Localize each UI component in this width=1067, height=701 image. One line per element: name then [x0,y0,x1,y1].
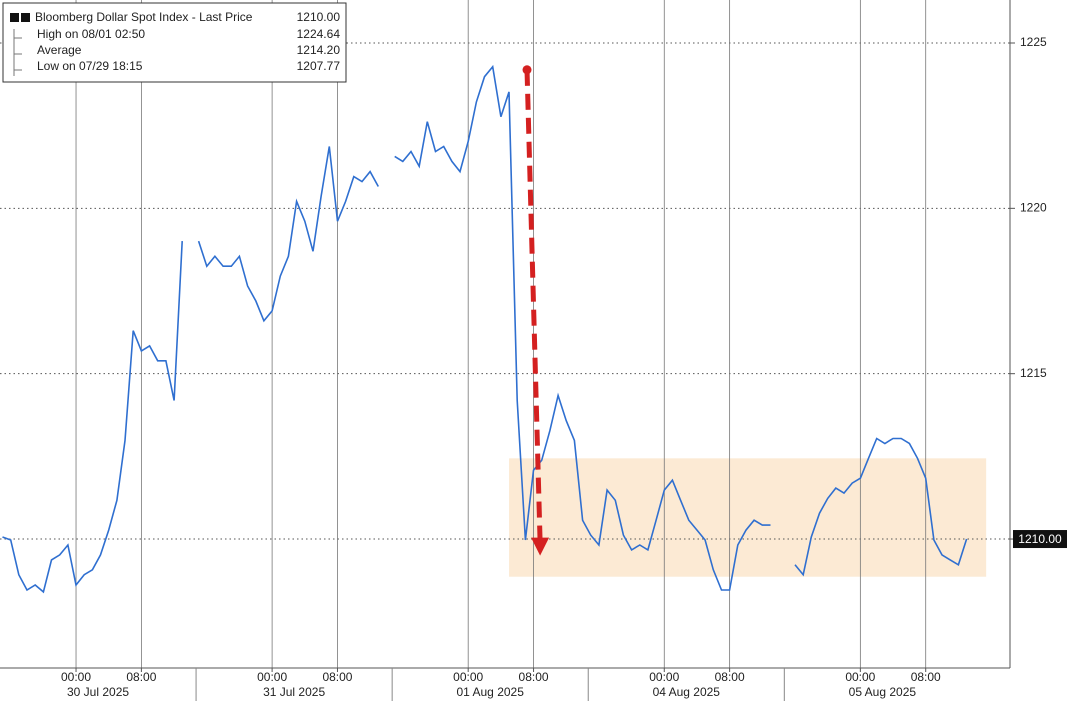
x-tick-label: 08:00 [126,670,156,684]
x-tick-label: 08:00 [911,670,941,684]
x-tick-label: 00:00 [649,670,679,684]
legend-value: 1207.77 [297,59,341,73]
x-tick-label: 08:00 [519,670,549,684]
legend-value: 1214.20 [297,43,341,57]
arrow-shaft [524,69,543,542]
legend-value: 1224.64 [297,27,341,41]
x-date-label: 31 Jul 2025 [263,685,325,699]
x-date-label: 01 Aug 2025 [456,685,524,699]
y-tick-label: 1215 [1020,366,1047,380]
x-tick-label: 00:00 [257,670,287,684]
last-price-tag [1013,530,1067,549]
x-date-label: 05 Aug 2025 [849,685,917,699]
legend-label: High on 08/01 02:50 [37,27,145,41]
legend-box [2,2,347,83]
arrow-start [522,65,532,75]
last-price-label: 1210.00 [1018,532,1062,546]
x-date-label: 30 Jul 2025 [67,685,129,699]
x-tick-label: 00:00 [61,670,91,684]
x-date-label: 04 Aug 2025 [653,685,721,699]
legend-icon [10,13,19,22]
legend-label: Low on 07/29 18:15 [37,59,143,73]
highlight-region [509,458,987,577]
legend-label: Bloomberg Dollar Spot Index - Last Price [35,10,253,24]
y-tick-label: 1220 [1020,201,1047,215]
legend-value: 1210.00 [297,10,341,24]
legend-tree [13,29,22,76]
x-tick-label: 08:00 [322,670,352,684]
y-tick-label: 1225 [1020,35,1047,49]
x-tick-label: 00:00 [845,670,875,684]
legend-label: Average [37,43,82,57]
price-line [2,64,968,594]
x-tick-label: 08:00 [715,670,745,684]
arrow-head [531,537,550,556]
plot-area [0,0,1010,668]
x-tick-label: 00:00 [453,670,483,684]
legend: Bloomberg Dollar Spot Index - Last Price… [2,2,347,83]
legend-icon [21,13,30,22]
